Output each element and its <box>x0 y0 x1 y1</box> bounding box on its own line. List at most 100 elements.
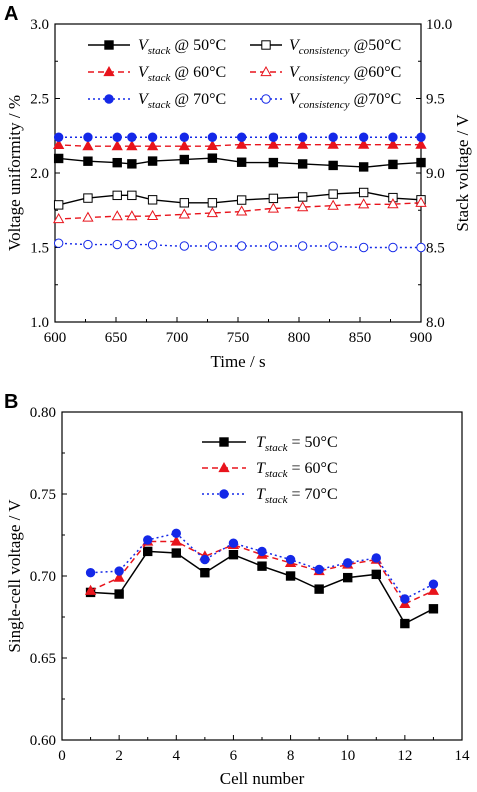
chart-b-x-tick-label: 14 <box>455 748 471 764</box>
chart-a-point-3 <box>206 206 219 218</box>
chart-a-point-2 <box>297 138 309 149</box>
chart-a: A 600 650 700 750 800 850 900 1.0 1.5 2.0 2.5 3.0 8.… <box>4 3 472 371</box>
chart-a-legend-marker-0 <box>104 40 114 50</box>
chart-a-point-3 <box>387 198 399 209</box>
chart-a-point-3 <box>415 196 427 207</box>
chart-b-x-tick-label: 4 <box>173 748 181 764</box>
chart-a-legend-marker-1 <box>261 40 271 50</box>
chart-a-point-3 <box>126 210 138 221</box>
chart-a-point-4 <box>53 132 64 142</box>
chart-b-point-0 <box>428 604 439 614</box>
chart-a-point-2 <box>206 139 219 151</box>
chart-a-point-4 <box>388 132 398 142</box>
chart-b-point-1 <box>84 584 97 595</box>
chart-a-point-3 <box>82 211 94 222</box>
chart-b-legend-label-1: Tstack = 60°C <box>256 460 338 480</box>
chart-b-legend-marker-0 <box>219 437 229 447</box>
chart-a-point-1 <box>328 189 338 199</box>
chart-a-legend-label-5: Vconsistency @70°C <box>289 91 401 111</box>
chart-b-point-2 <box>371 553 381 563</box>
chart-a-point-0 <box>207 153 218 163</box>
chart-a-point-3 <box>327 199 339 210</box>
chart-b-legend-marker-2 <box>219 489 229 499</box>
chart-a-point-5 <box>328 241 338 251</box>
chart-b-point-2 <box>85 568 96 578</box>
chart-b-point-2 <box>143 535 153 545</box>
chart-a-legend-marker-2 <box>103 65 115 77</box>
chart-a-point-0 <box>268 157 279 168</box>
chart-a-panel-label: A <box>4 3 18 25</box>
chart-b-y-axis-title: Single-cell voltage / V <box>5 499 24 653</box>
chart-a-x-tick-label: 800 <box>288 330 311 346</box>
chart-b-point-0 <box>371 569 381 580</box>
chart-a-point-1 <box>127 190 137 201</box>
chart-a-y-tick-label: 2.0 <box>30 166 49 182</box>
chart-a-point-4 <box>358 132 369 142</box>
chart-b-legend-marker-1 <box>218 461 230 473</box>
chart-b-point-1 <box>427 584 440 595</box>
chart-a-point-1 <box>358 187 369 198</box>
chart-a-point-0 <box>328 160 338 171</box>
chart-a-point-0 <box>53 153 64 164</box>
chart-b-point-0 <box>314 584 324 594</box>
chart-a-point-4 <box>112 132 122 142</box>
chart-a-y2-tick-label: 9.0 <box>426 166 445 182</box>
chart-a-point-2 <box>178 140 190 151</box>
chart-a-point-5 <box>358 242 369 253</box>
chart-a-legend-label-4: Vstack @ 70°C <box>138 91 226 111</box>
chart-a-point-0 <box>416 157 426 168</box>
chart-a-point-0 <box>147 156 158 166</box>
chart-b-point-2 <box>257 546 267 557</box>
chart-b-y-tick-label: 0.80 <box>30 405 56 421</box>
chart-a-x-axis-title: Time / s <box>210 352 265 371</box>
chart-b-y-tick-label: 0.60 <box>30 733 56 749</box>
chart-a-point-4 <box>147 132 158 142</box>
chart-a-y2-tick-label: 9.5 <box>426 92 445 108</box>
chart-a-point-1 <box>297 192 308 202</box>
chart-b-point-2 <box>171 528 181 539</box>
chart-a-x-tick-label: 650 <box>105 330 128 346</box>
chart-a-point-5 <box>236 241 247 251</box>
chart-a-point-2 <box>53 138 65 149</box>
chart-a-y-tick-label: 1.0 <box>30 315 49 331</box>
chart-a-legend-label-3: Vconsistency @60°C <box>289 64 401 84</box>
chart-a-point-5 <box>53 238 64 248</box>
chart-b-point-0 <box>228 549 239 560</box>
chart-b-x-tick-label: 8 <box>287 748 295 764</box>
chart-a-point-2 <box>236 138 248 149</box>
chart-a-point-2 <box>358 138 370 149</box>
chart-a-point-5 <box>112 239 122 250</box>
chart-a-x-tick-label: 850 <box>349 330 372 346</box>
chart-a-point-1 <box>112 190 122 201</box>
chart-a-point-4 <box>328 132 338 142</box>
chart-a-point-5 <box>416 242 426 253</box>
chart-a-point-3 <box>267 202 280 213</box>
chart-b-series <box>84 528 440 629</box>
chart-a-point-3 <box>358 198 370 209</box>
chart-a-point-2 <box>267 138 280 149</box>
chart-a-point-2 <box>415 138 427 149</box>
chart-a-point-2 <box>111 140 123 151</box>
chart-b-point-0 <box>285 571 296 581</box>
chart-a-point-0 <box>112 157 122 168</box>
chart-b-point-0 <box>400 618 410 629</box>
chart-a-legend-label-0: Vstack @ 50°C <box>138 37 226 57</box>
chart-a-point-4 <box>207 132 218 142</box>
chart-a-point-3 <box>53 212 65 224</box>
chart-b-point-1 <box>170 535 182 546</box>
chart-a-x-tick-label: 600 <box>44 330 67 346</box>
chart-a-point-3 <box>146 209 159 221</box>
chart-a-ticks: 600 650 700 750 800 850 900 1.0 1.5 2.0 2.5 3.0 8.0 8… <box>30 17 452 346</box>
chart-b-legend: Tstack = 50°C Tstack = 60°C Tstack = 70°C <box>202 434 338 506</box>
chart-a-legend-marker-4 <box>104 94 114 104</box>
chart-a-y2-tick-label: 8.0 <box>426 315 445 331</box>
chart-a-point-4 <box>83 132 93 142</box>
chart-a-point-3 <box>236 205 248 216</box>
chart-a-point-5 <box>268 241 279 251</box>
chart-a-x-tick-label: 900 <box>410 330 433 346</box>
chart-a-legend-label-2: Vstack @ 60°C <box>138 64 226 84</box>
chart-a-point-1 <box>83 193 93 203</box>
chart-b-panel-label: B <box>4 391 18 413</box>
chart-b-point-0 <box>200 568 210 578</box>
chart-a-y-tick-label: 2.5 <box>30 92 49 108</box>
